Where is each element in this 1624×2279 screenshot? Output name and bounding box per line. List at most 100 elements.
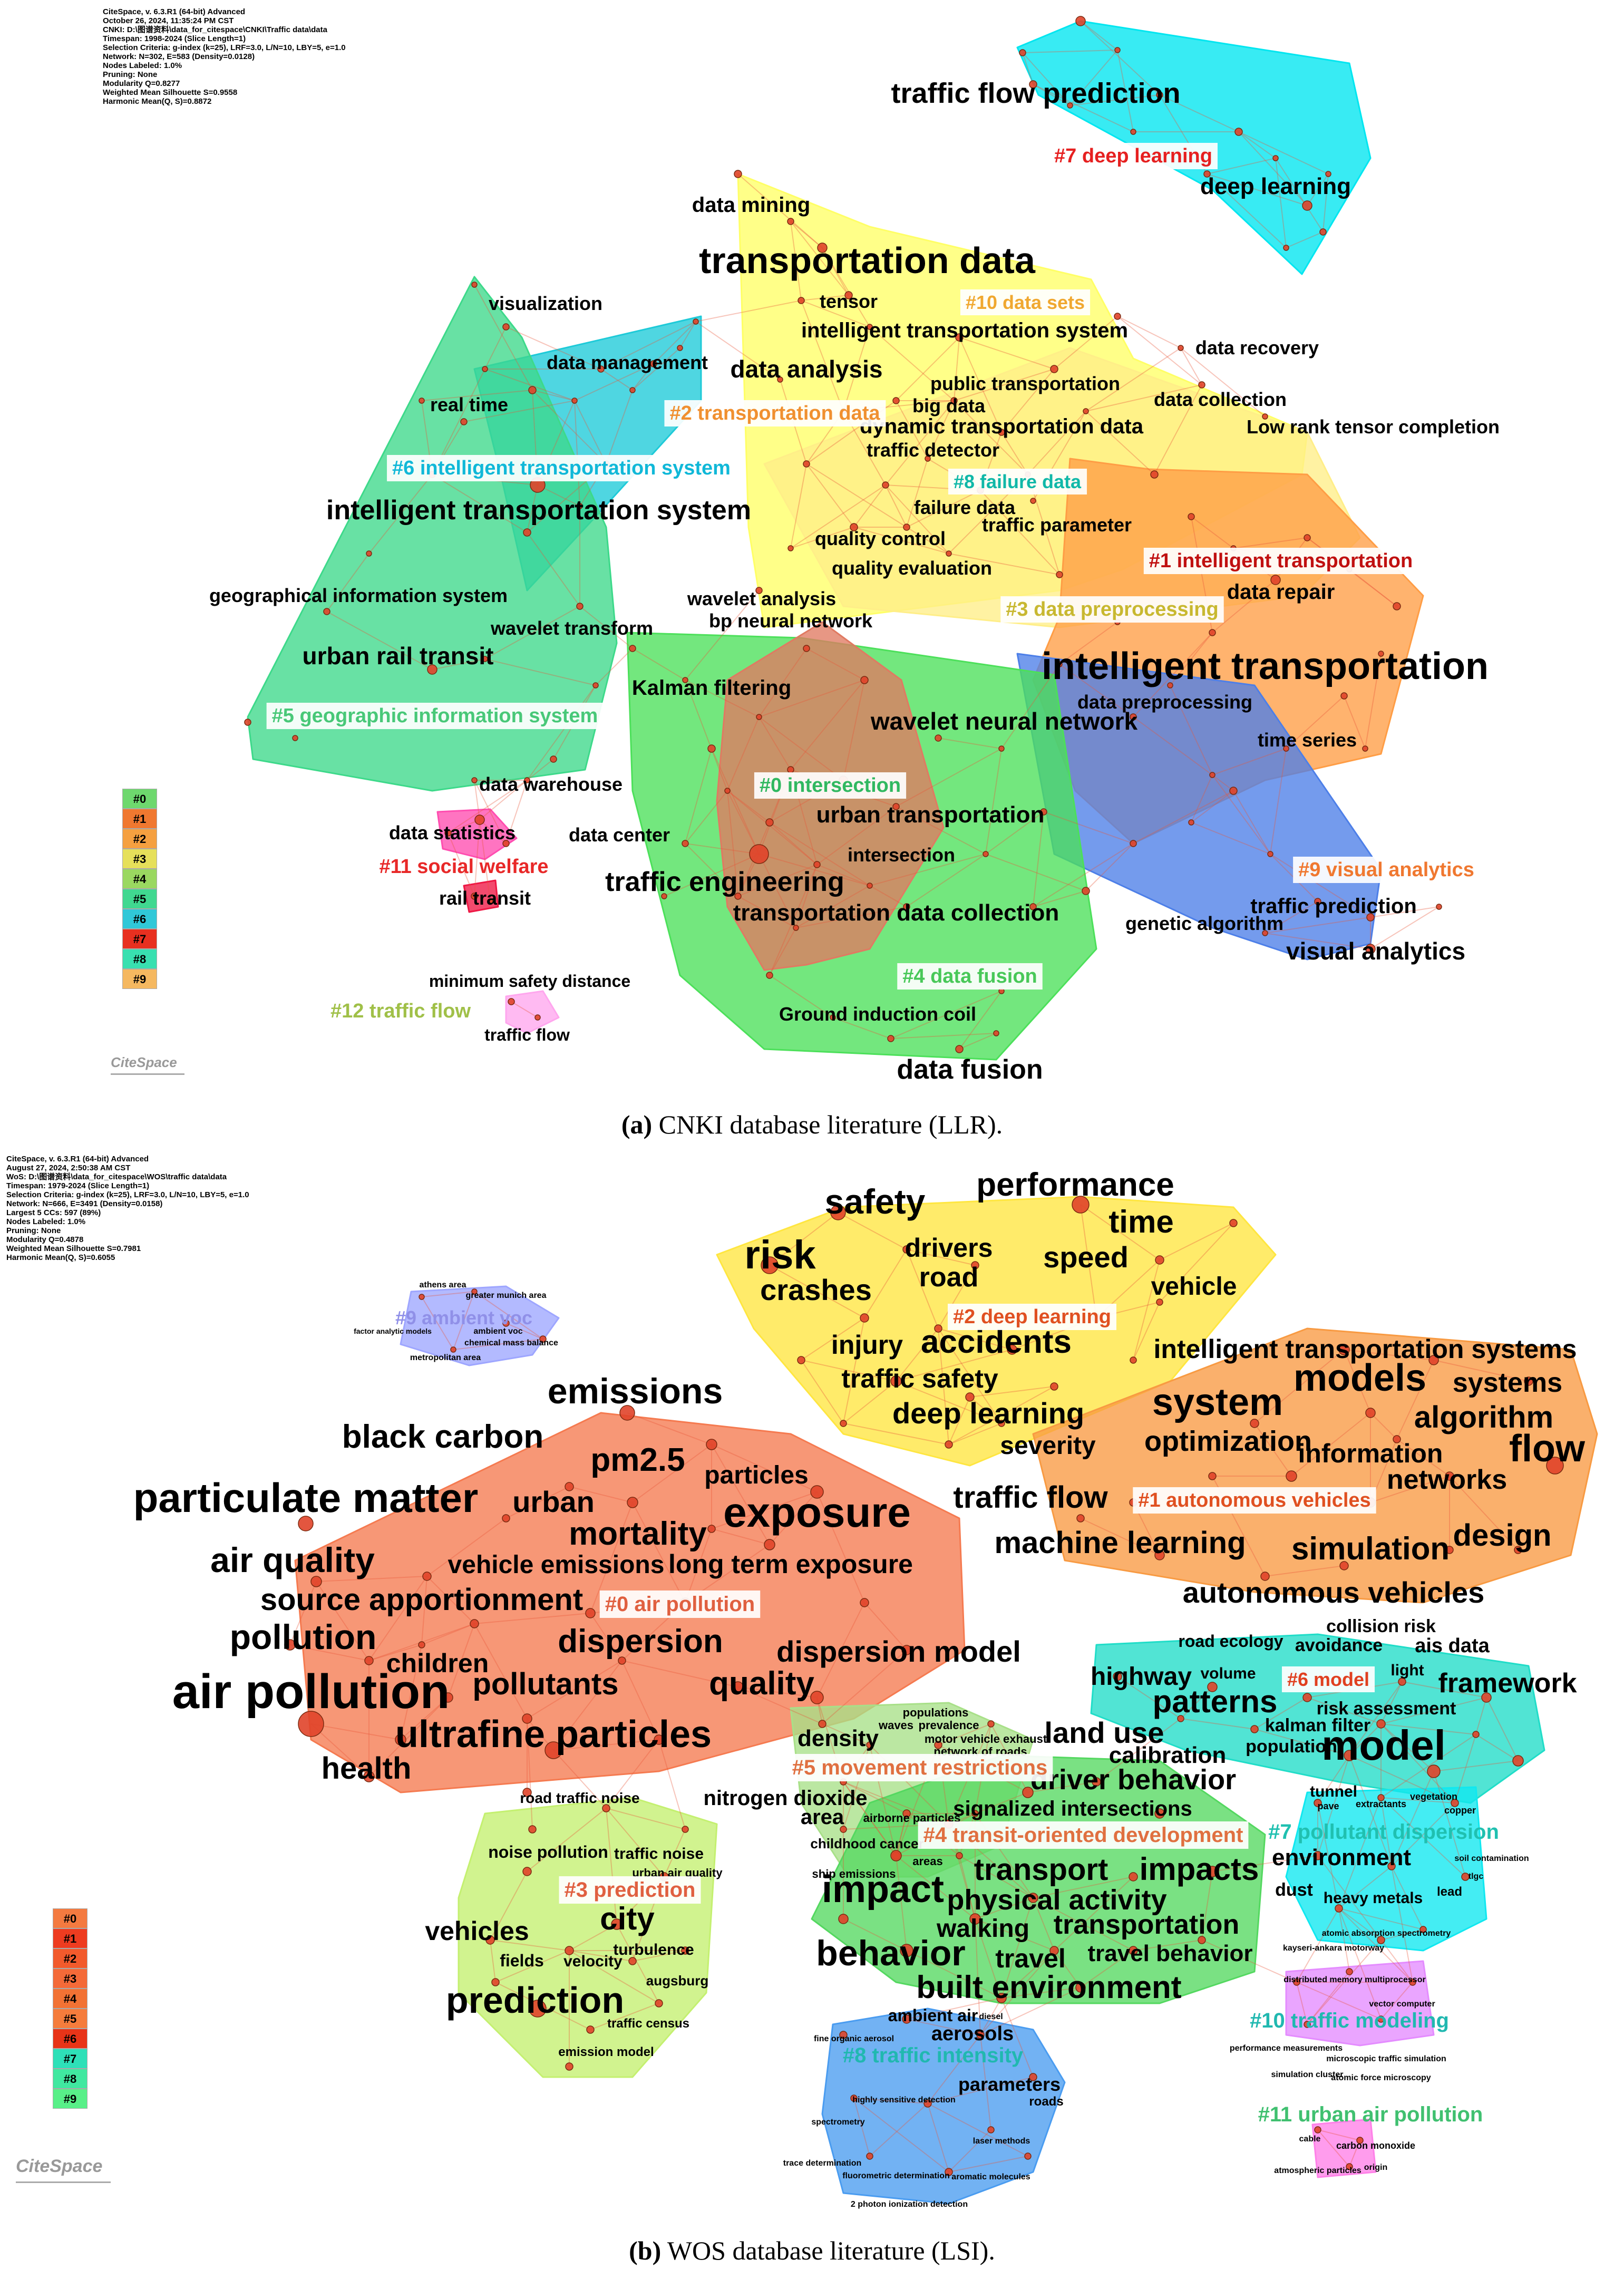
keyword-node — [1130, 840, 1137, 847]
link — [1080, 1950, 1134, 1988]
keyword-node — [810, 1485, 824, 1499]
keyword-label: traffic flow prediction — [891, 77, 1180, 109]
keyword-label: Kalman filtering — [632, 676, 791, 700]
link — [853, 484, 886, 528]
keyword-node — [866, 1741, 873, 1749]
link — [1380, 1797, 1466, 1877]
link — [980, 1950, 1055, 2035]
keyword-node — [460, 418, 468, 425]
link — [326, 553, 369, 612]
keyword-node — [682, 840, 689, 847]
metadata-line: CNKI: D:\图谱资料\data_for_citespace\CNKI\Tr… — [103, 25, 327, 34]
link — [906, 1249, 976, 1266]
keyword-node — [1387, 1862, 1396, 1870]
keyword-node — [586, 2025, 595, 2034]
keyword-node — [945, 2168, 953, 2176]
link — [490, 1939, 496, 1983]
link — [801, 300, 870, 327]
keyword-label: nitrogen dioxide — [703, 1787, 867, 1810]
keyword-label: heavy metals — [1324, 1889, 1423, 1907]
keyword-label: failure data — [914, 497, 1016, 518]
keyword-node — [1481, 1692, 1492, 1703]
keyword-label: bp neural network — [709, 610, 873, 632]
link — [1307, 1681, 1403, 1698]
keyword-node — [522, 1713, 532, 1724]
cluster-label-box — [948, 469, 1087, 494]
link — [632, 1876, 665, 1962]
keyword-node — [471, 282, 478, 288]
keyword-node — [565, 1946, 574, 1955]
cluster-region-b8 — [821, 2008, 1066, 2205]
keyword-node — [1155, 1255, 1164, 1265]
keyword-node — [996, 1993, 1007, 2003]
link — [579, 606, 633, 649]
keyword-node — [830, 1205, 846, 1220]
cluster-label-box — [918, 1821, 1249, 1849]
cluster-label: #5 movement restrictions — [786, 1754, 1053, 1781]
keyword-label: performance — [976, 1167, 1174, 1203]
link — [1207, 173, 1308, 206]
link — [1254, 1349, 1345, 1424]
link — [1370, 1412, 1397, 1440]
keyword-node — [787, 218, 794, 225]
cluster-label: #6 intelligent transportation system — [387, 455, 736, 481]
keyword-label: walking — [936, 1915, 1029, 1943]
link — [1133, 1939, 1202, 1951]
link — [938, 1744, 1028, 1793]
link — [1033, 1876, 1134, 1898]
link — [569, 1924, 617, 1951]
keyword-node — [422, 1572, 432, 1581]
cluster-legend-b: #0 #1 #2 #3 #4 #5 #6 #7 #8 #9 — [53, 1908, 87, 2109]
link — [906, 1813, 949, 1825]
link — [954, 337, 960, 401]
link — [843, 1744, 870, 1830]
keyword-node — [419, 397, 425, 404]
link — [954, 400, 1028, 475]
link — [896, 1328, 939, 1382]
keyword-node — [1154, 1808, 1165, 1819]
keyword-node — [1076, 1514, 1085, 1522]
keyword-node — [998, 429, 1005, 436]
link — [1286, 695, 1345, 749]
keyword-node — [1283, 245, 1289, 251]
link — [843, 680, 865, 781]
keyword-label: environment — [1272, 1845, 1411, 1870]
link — [1027, 411, 1086, 475]
cluster-label: #0 intersection — [754, 772, 907, 799]
keyword-label: urban transportation — [816, 802, 1045, 828]
keyword-node — [585, 1608, 596, 1618]
link — [727, 790, 760, 855]
keyword-node — [1286, 1470, 1297, 1482]
keyword-node — [955, 1045, 964, 1053]
keyword-label: laser methods — [973, 2137, 1030, 2146]
link — [1085, 384, 1202, 412]
link — [632, 1444, 712, 1503]
link — [1307, 1697, 1382, 1724]
link — [310, 1723, 369, 1777]
keyword-node — [1262, 413, 1268, 420]
link — [864, 1602, 907, 1651]
keyword-node — [803, 460, 810, 468]
link — [448, 832, 475, 897]
link — [1054, 1950, 1081, 1988]
link — [1212, 748, 1287, 775]
keyword-node — [732, 1681, 744, 1693]
keyword-node — [682, 1826, 689, 1833]
keyword-node — [755, 587, 763, 594]
keyword-node — [395, 1734, 406, 1745]
keyword-node — [471, 893, 478, 900]
link — [1096, 1718, 1181, 1782]
keyword-node — [655, 1999, 663, 2008]
keyword-node — [903, 903, 910, 910]
link — [590, 1602, 686, 1614]
keyword-node — [659, 1872, 669, 1882]
link — [948, 1386, 1055, 1445]
keyword-label: particles — [704, 1461, 808, 1489]
keyword-node — [576, 603, 584, 610]
link — [326, 611, 433, 670]
cluster-label: #9 ambient voc — [395, 1307, 532, 1328]
cluster-region-b5 — [790, 1702, 1034, 1878]
keyword-node — [1129, 1498, 1137, 1507]
keyword-node — [1092, 1777, 1101, 1787]
metadata-line: Harmonic Mean(Q, S)=0.6055 — [6, 1253, 115, 1262]
